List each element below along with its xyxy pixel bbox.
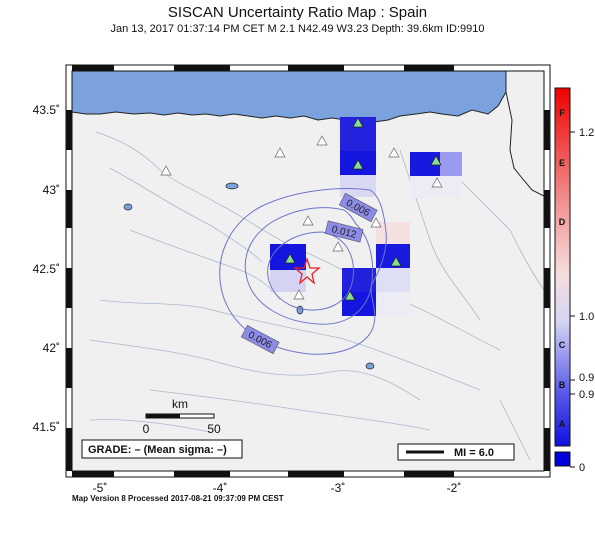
colorbar-letter-b: B [559, 380, 566, 390]
mi-legend: MI = 6.0 [397, 443, 515, 461]
svg-text:0: 0 [143, 422, 150, 436]
svg-text:43˚: 43˚ [43, 183, 60, 197]
svg-text:km: km [172, 397, 188, 411]
colorbar-letter-c: C [559, 340, 566, 350]
svg-text:41.5˚: 41.5˚ [33, 420, 60, 434]
colorbar-value-1: 1.2 [579, 127, 594, 139]
grade-box: GRADE: – (Mean sigma: –) [81, 439, 243, 459]
colorbar-value-5: 0 [579, 462, 585, 474]
longitude-labels: -5˚ -4˚ -3˚ -2˚ [93, 481, 462, 495]
svg-text:42.5˚: 42.5˚ [33, 262, 60, 276]
svg-text:50: 50 [207, 422, 221, 436]
scale-bar: km 0 50 [143, 397, 221, 436]
map-title: SISCAN Uncertainty Ratio Map : Spain [167, 4, 428, 21]
sea-area [72, 71, 507, 123]
colorbar-value-3: 0.9 [579, 372, 594, 384]
colorbar-letter-d: D [559, 217, 566, 227]
colorbar-value-4: 0.9 [579, 389, 594, 401]
svg-text:GRADE: – (Mean sigma: –): GRADE: – (Mean sigma: –) [88, 444, 227, 456]
map-footer: Map Version 8 Processed 2017-08-21 09:37… [72, 494, 284, 503]
colorbar-letter-e: E [559, 158, 565, 168]
latitude-labels: 43.5˚ 43˚ 42.5˚ 42˚ 41.5˚ [33, 103, 60, 434]
map-subtitle: Jan 13, 2017 01:37:14 PM CET M 2.1 N42.4… [110, 23, 485, 35]
map-frame [65, 64, 551, 478]
uncertainty-cells [270, 117, 462, 316]
svg-text:-3˚: -3˚ [331, 481, 346, 495]
contour-label-2: 0.012 [324, 220, 364, 243]
station-markers [160, 117, 443, 301]
rivers [89, 119, 544, 461]
svg-text:43.5˚: 43.5˚ [33, 103, 60, 117]
colorbar-value-2: 1.0 [579, 311, 594, 323]
svg-text:42˚: 42˚ [43, 341, 60, 355]
colorbar-letter-f: F [559, 108, 565, 118]
svg-text:-2˚: -2˚ [447, 481, 462, 495]
svg-text:-5˚: -5˚ [93, 481, 108, 495]
epicenter-star [293, 256, 321, 285]
land-area [72, 71, 544, 471]
contours [219, 188, 387, 355]
svg-text:MI = 6.0: MI = 6.0 [454, 447, 494, 459]
colorbar: F E D C B A 1.2 1.0 0.9 0.9 0 [554, 87, 594, 474]
colorbar-letter-a: A [559, 419, 566, 429]
svg-text:-4˚: -4˚ [213, 481, 228, 495]
